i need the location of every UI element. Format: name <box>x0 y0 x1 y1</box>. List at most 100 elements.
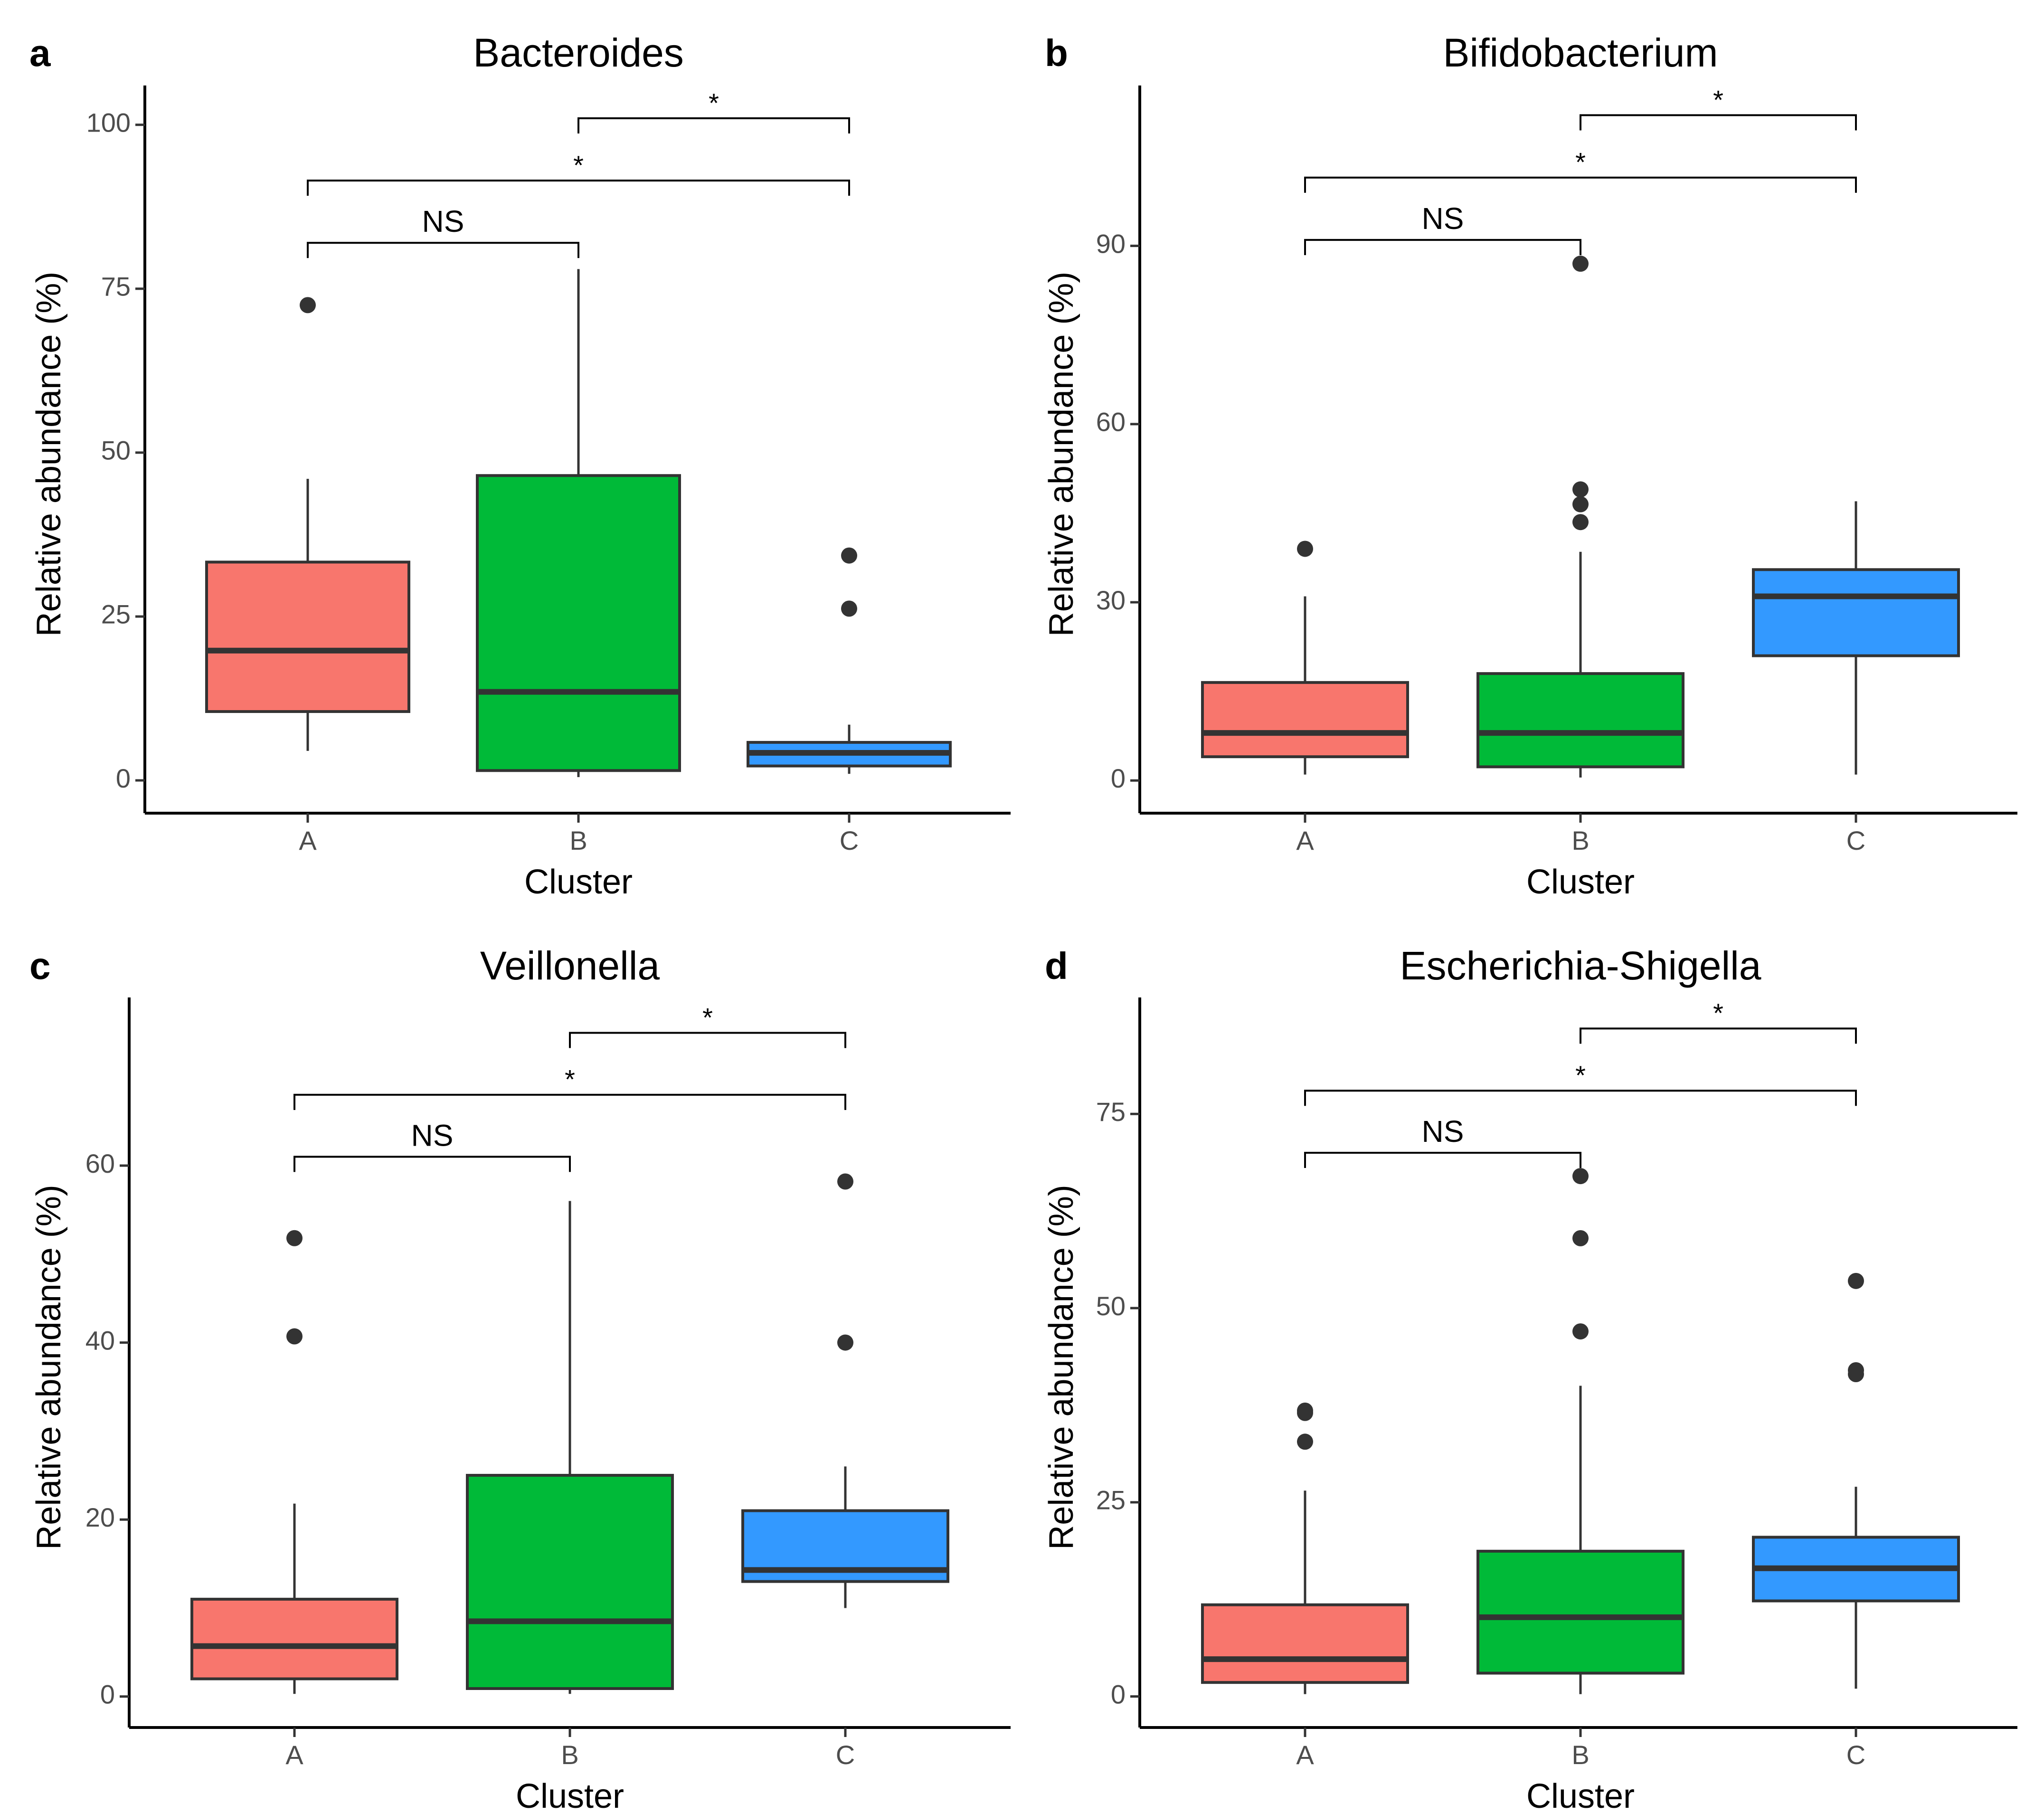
bracket-line <box>1580 114 1857 131</box>
comparison-B-C: * <box>1580 998 1857 1044</box>
bracket-line <box>307 180 850 196</box>
outlier-point <box>1572 514 1589 531</box>
comparison-B-C: * <box>569 1002 846 1048</box>
box-A <box>1201 1402 1409 1694</box>
box-A <box>190 1230 398 1694</box>
panel-title: Bifidobacterium <box>1443 30 1718 75</box>
y-tick-label: 30 <box>1096 585 1126 615</box>
box-body <box>476 474 681 772</box>
outlier-point <box>1572 481 1589 498</box>
box-A <box>205 297 410 751</box>
outlier-point <box>841 600 857 617</box>
comparison-A-C: * <box>307 150 850 196</box>
box-body <box>1476 672 1684 769</box>
comparison-A-C: * <box>1304 147 1857 193</box>
outlier-point <box>1297 1433 1313 1450</box>
panel-b: b Bifidobacterium 0 30 60 90 A B C Cluster Relativ… <box>1042 30 2017 901</box>
x-axis-title: Cluster <box>1526 863 1635 901</box>
box-B <box>466 1201 674 1694</box>
bracket-line <box>1304 239 1581 256</box>
outlier-point <box>1848 1362 1864 1378</box>
bracket-line <box>1304 176 1857 193</box>
comparison-A-B: NS <box>1304 1114 1581 1168</box>
box-C <box>747 547 952 774</box>
y-tick-label: 25 <box>1096 1485 1126 1515</box>
y-tick-label: 50 <box>101 436 131 465</box>
y-tick-label: 90 <box>1096 228 1126 258</box>
y-tick-label: 40 <box>85 1325 115 1355</box>
y-tick-label: 0 <box>116 763 131 793</box>
x-tick-label: A <box>299 826 317 855</box>
box-body <box>466 1474 674 1690</box>
y-axis-title: Relative abundance (%) <box>1042 272 1080 636</box>
y-tick-label: 0 <box>1111 763 1126 793</box>
outlier-point <box>837 1173 853 1190</box>
x-axis-title: Cluster <box>516 1777 624 1813</box>
x-tick-label: C <box>1846 1740 1865 1770</box>
outlier-point <box>1572 1168 1589 1185</box>
bracket-line <box>293 1156 571 1172</box>
y-axis-title: Relative abundance (%) <box>30 272 68 636</box>
box-C <box>1752 501 1960 775</box>
outlier-point <box>300 297 316 313</box>
significance-label: NS <box>1422 201 1464 236</box>
panel-title: Bacteroides <box>473 30 684 75</box>
panel-letter: b <box>1045 32 1068 74</box>
x-tick-label: C <box>840 826 859 855</box>
outlier-point <box>286 1328 303 1345</box>
outlier-point <box>841 547 857 564</box>
panel-d: d Escherichia-Shigella 0 25 50 75 A B C Cluster Re… <box>1042 943 2017 1813</box>
outlier-point <box>286 1230 303 1246</box>
box-body <box>190 1597 398 1680</box>
y-tick-label: 0 <box>100 1680 115 1709</box>
comparison-A-C: * <box>1304 1060 1857 1106</box>
bracket-line <box>569 1032 846 1048</box>
significance-label: * <box>1575 147 1586 177</box>
significance-label: NS <box>411 1118 454 1152</box>
bracket-line <box>1304 1152 1581 1168</box>
outlier-point <box>1572 496 1589 513</box>
y-tick-label: 20 <box>85 1502 115 1532</box>
outlier-point <box>1297 541 1313 557</box>
box-B <box>476 269 681 778</box>
significance-label: * <box>1713 998 1723 1028</box>
x-tick-label: A <box>285 1740 303 1770</box>
significance-label: * <box>573 150 584 180</box>
x-tick-label: B <box>1571 826 1589 855</box>
x-axis-title: Cluster <box>1526 1777 1635 1813</box>
panel-letter: c <box>29 945 51 987</box>
significance-label: * <box>709 88 719 118</box>
x-axis-title: Cluster <box>524 863 633 901</box>
significance-label: NS <box>1422 1114 1464 1149</box>
box-B <box>1476 1168 1684 1694</box>
outlier-point <box>1572 1323 1589 1340</box>
bracket-line <box>577 117 850 134</box>
panel-c: c Veillonella 0 20 40 60 A B C Cluster Relative ab… <box>29 943 1011 1813</box>
comparison-B-C: * <box>1580 85 1857 131</box>
x-tick-label: B <box>1571 1740 1589 1770</box>
box-body <box>205 560 410 713</box>
y-axis-title: Relative abundance (%) <box>1042 1185 1080 1549</box>
bracket-line <box>307 242 579 258</box>
y-tick-label: 60 <box>1096 407 1126 437</box>
y-axis-title: Relative abundance (%) <box>30 1185 68 1549</box>
x-tick-label: A <box>1296 826 1314 855</box>
box-body <box>1201 681 1409 759</box>
panel-letter: a <box>29 32 51 74</box>
outlier-point <box>1572 256 1589 272</box>
comparison-B-C: * <box>577 88 850 134</box>
panel-title: Escherichia-Shigella <box>1400 943 1761 988</box>
significance-label: NS <box>422 204 464 238</box>
outlier-point <box>837 1334 853 1351</box>
x-tick-label: C <box>836 1740 855 1770</box>
comparison-A-B: NS <box>293 1118 571 1172</box>
outlier-point <box>1572 1230 1589 1246</box>
comparison-A-B: NS <box>307 204 579 258</box>
panel-title: Veillonella <box>480 943 660 988</box>
y-tick-label: 75 <box>1096 1097 1126 1127</box>
panel-letter: d <box>1045 945 1068 987</box>
significance-label: * <box>1575 1060 1586 1090</box>
y-tick-label: 100 <box>86 108 131 138</box>
box-body <box>1476 1549 1684 1675</box>
